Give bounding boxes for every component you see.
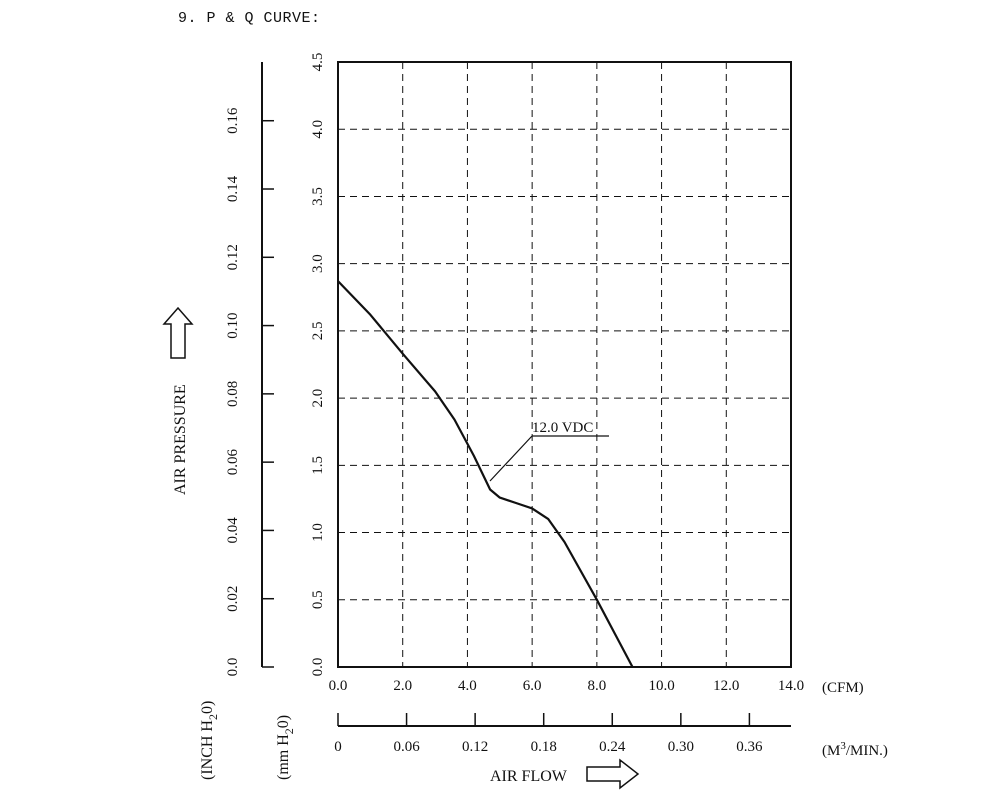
y-tick-label: 0.5 <box>310 590 326 609</box>
inch-axis: 0.0 0.02 0.04 0.06 0.08 0.10 0.12 0.14 0.16 <box>225 62 274 676</box>
inch-tick-label: 0.14 <box>225 175 241 202</box>
right-arrow-icon <box>586 758 640 790</box>
x2-unit-label: (M3/MIN.) <box>822 740 888 759</box>
m3-tick-label: 0.12 <box>462 739 488 755</box>
x2-unit-main: (M <box>822 743 840 759</box>
y2-unit-a: (INCH H <box>199 720 216 780</box>
y-unit-a: (mm H <box>275 734 292 780</box>
y-tick-label: 2.5 <box>310 322 326 341</box>
x2-unit-tail: /MIN.) <box>846 743 888 759</box>
x-tick-label: 8.0 <box>587 678 606 694</box>
y-tick-label: 1.5 <box>310 456 326 475</box>
inch-tick-label: 0.04 <box>225 517 241 544</box>
inch-tick-label: 0.12 <box>225 244 241 270</box>
y2-unit-sub: 2 <box>206 714 220 720</box>
x-tick-label: 6.0 <box>523 678 542 694</box>
x-tick-label: 4.0 <box>458 678 477 694</box>
chart-title: 9. P & Q CURVE: <box>178 10 321 27</box>
series-line <box>337 280 634 668</box>
x-tick-label: 12.0 <box>713 678 739 694</box>
y-unit-label: (mm H20) <box>275 715 296 780</box>
inch-tick-label: 0.0 <box>225 658 241 677</box>
y-axis-label: AIR PRESSURE <box>172 384 189 495</box>
m3-tick-label: 0.18 <box>531 739 557 755</box>
grid-lines <box>338 62 791 667</box>
m3-axis: 0 0.06 0.12 0.18 0.24 0.30 0.36 <box>334 713 791 755</box>
y-tick-label: 4.0 <box>310 120 326 139</box>
y-unit-b: 0) <box>275 715 292 728</box>
x-tick-label: 2.0 <box>393 678 412 694</box>
x-tick-label: 10.0 <box>648 678 674 694</box>
up-arrow-icon <box>162 306 194 359</box>
annotation-12vdc: 12.0 VDC <box>532 420 593 436</box>
y-tick-label: 1.0 <box>310 523 326 542</box>
y-tick-label: 0.0 <box>310 658 326 677</box>
y-unit-sub: 2 <box>282 728 296 734</box>
inch-tick-label: 0.06 <box>225 449 241 476</box>
m3-tick-label: 0.30 <box>668 739 694 755</box>
x-tick-label: 0.0 <box>329 678 348 694</box>
m3-tick-label: 0.06 <box>393 739 420 755</box>
x-unit-label: (CFM) <box>822 680 864 696</box>
inch-tick-label: 0.10 <box>225 312 241 338</box>
plot-frame <box>337 61 792 668</box>
y2-unit-label: (INCH H20) <box>199 701 220 780</box>
annotation-leader <box>489 435 533 482</box>
y-axis-ticks: 0.0 0.5 1.0 1.5 2.0 2.5 3.0 3.5 4.0 4.5 <box>310 53 326 677</box>
y-tick-label: 4.5 <box>310 53 326 72</box>
m3-tick-label: 0 <box>334 739 342 755</box>
series-layer <box>337 280 634 668</box>
x-axis-label: AIR FLOW <box>490 768 568 785</box>
inch-tick-label: 0.16 <box>225 107 241 134</box>
m3-tick-label: 0.24 <box>599 739 626 755</box>
x-tick-label: 14.0 <box>778 678 804 694</box>
m3-tick-label: 0.36 <box>736 739 763 755</box>
inch-tick-label: 0.02 <box>225 586 241 612</box>
inch-tick-label: 0.08 <box>225 381 241 407</box>
x2-unit-sup: 3 <box>840 740 846 752</box>
y-tick-label: 3.0 <box>310 254 326 273</box>
y-tick-label: 3.5 <box>310 187 326 206</box>
x-axis-ticks: 0.0 2.0 4.0 6.0 8.0 10.0 12.0 14.0 <box>329 678 805 694</box>
y-tick-label: 2.0 <box>310 389 326 408</box>
y2-unit-b: 0) <box>199 701 216 714</box>
